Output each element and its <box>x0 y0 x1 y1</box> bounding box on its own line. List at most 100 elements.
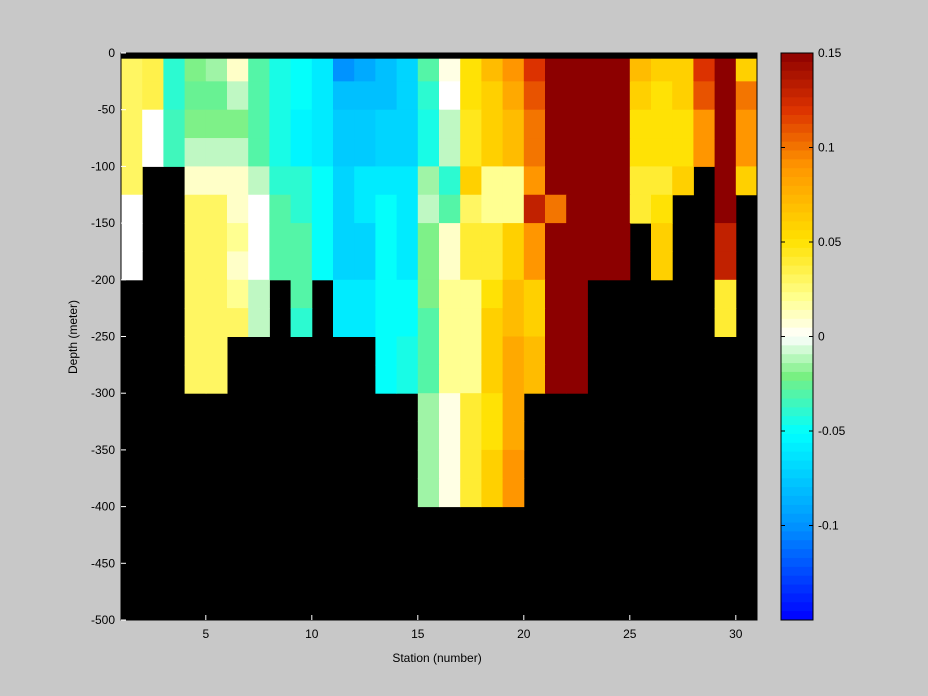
heatmap-cell <box>184 109 207 139</box>
heatmap-cell <box>417 279 440 309</box>
heatmap-cell <box>417 81 440 111</box>
colorbar-swatch <box>781 487 813 497</box>
heatmap-cell <box>523 336 546 366</box>
heatmap-cell <box>545 364 567 394</box>
colorbar-swatch <box>781 522 813 532</box>
colorbar-swatch <box>781 123 813 134</box>
heatmap-cell <box>248 308 270 337</box>
colorbar-swatch <box>781 513 813 523</box>
heatmap-cell <box>184 336 207 366</box>
heatmap-cell <box>227 308 249 337</box>
heatmap-cell <box>396 223 419 252</box>
heatmap-cell <box>417 109 440 139</box>
heatmap-cell <box>354 279 376 309</box>
heatmap-cell <box>142 53 164 82</box>
heatmap-cell <box>587 109 610 139</box>
heatmap-cell <box>714 194 737 224</box>
heatmap-cell <box>502 251 525 281</box>
heatmap-cell <box>481 251 504 281</box>
heatmap-cell <box>354 251 376 281</box>
y-tick-label: -100 <box>91 159 115 173</box>
heatmap-cell <box>439 421 461 451</box>
heatmap-cell <box>205 279 228 309</box>
heatmap-cell <box>205 53 228 82</box>
heatmap-cell <box>333 81 355 111</box>
heatmap-cell <box>693 109 716 139</box>
heatmap-cell <box>227 81 249 111</box>
heatmap-cell <box>608 138 631 167</box>
heatmap-cell <box>227 109 249 139</box>
y-axis-ticks: 0 -50 -100 -150 -200 -250 -300 -350 -400 -450 -500 <box>91 46 126 627</box>
heatmap-cell <box>121 81 143 111</box>
heatmap-cell <box>481 449 504 479</box>
heatmap-cell <box>460 393 482 423</box>
heatmap-cell <box>248 223 270 252</box>
heatmap-cell <box>608 81 631 111</box>
heatmap-cell <box>587 251 610 281</box>
heatmap-cell <box>460 138 482 167</box>
heatmap-cell <box>227 194 249 224</box>
heatmap-cells <box>121 53 758 508</box>
colorbar-swatch <box>781 345 813 355</box>
heatmap-cell <box>566 81 588 111</box>
heatmap-cell <box>651 166 673 196</box>
heatmap-cell <box>333 279 355 309</box>
heatmap-cell <box>502 194 525 224</box>
heatmap-cell <box>523 53 546 82</box>
y-tick-label: -250 <box>91 330 115 344</box>
heatmap-cell <box>629 53 652 82</box>
colorbar-swatch <box>781 53 813 63</box>
heatmap-cell <box>651 138 673 167</box>
heatmap-cell <box>121 223 143 252</box>
heatmap-cell <box>523 166 546 196</box>
colorbar-swatch <box>781 318 813 329</box>
heatmap-cell <box>502 166 525 196</box>
colorbar-tick-label: -0.1 <box>818 519 839 533</box>
x-tick-label: 10 <box>305 627 319 641</box>
heatmap-cell <box>502 336 525 366</box>
heatmap-cell <box>396 308 419 337</box>
colorbar-swatch <box>781 212 813 222</box>
colorbar-swatch <box>781 460 813 470</box>
colorbar-swatch <box>781 97 813 107</box>
heatmap-cell <box>481 364 504 394</box>
heatmap-cell <box>375 138 398 167</box>
heatmap-cell <box>439 393 461 423</box>
heatmap-cell <box>205 251 228 281</box>
heatmap-cell <box>651 194 673 224</box>
heatmap-cell <box>587 138 610 167</box>
heatmap-cell <box>121 138 143 167</box>
x-tick-label: 20 <box>517 627 531 641</box>
heatmap-cell <box>375 251 398 281</box>
heatmap-cell <box>545 336 567 366</box>
colorbar-swatch <box>781 584 813 594</box>
heatmap-cell <box>354 53 376 82</box>
heatmap-cell <box>523 279 546 309</box>
heatmap-cell <box>460 364 482 394</box>
colorbar-swatch <box>781 185 813 196</box>
heatmap-cell <box>375 194 398 224</box>
heatmap-cell <box>545 81 567 111</box>
heatmap-cell <box>735 166 758 196</box>
heatmap-cell <box>163 81 186 111</box>
heatmap-cell <box>523 194 546 224</box>
heatmap-cell <box>205 109 228 139</box>
heatmap-cell <box>417 166 440 196</box>
heatmap-cell <box>439 223 461 252</box>
heatmap-cell <box>354 166 376 196</box>
heatmap-cell <box>714 251 737 281</box>
heatmap-cell <box>417 194 440 224</box>
colorbar: 0.15 0.1 0.05 0 -0.05 -0.1 <box>780 46 846 621</box>
heatmap-cell <box>566 166 588 196</box>
heatmap-cell <box>184 251 207 281</box>
heatmap-cell <box>672 109 694 139</box>
heatmap-cell <box>693 138 716 167</box>
heatmap-cell <box>311 109 334 139</box>
heatmap-cell <box>417 336 440 366</box>
heatmap-cell <box>333 194 355 224</box>
heatmap-cell <box>566 223 588 252</box>
heatmap-cell <box>248 194 270 224</box>
heatmap-cell <box>608 223 631 252</box>
heatmap-cell <box>566 138 588 167</box>
heatmap-cell <box>142 138 164 167</box>
